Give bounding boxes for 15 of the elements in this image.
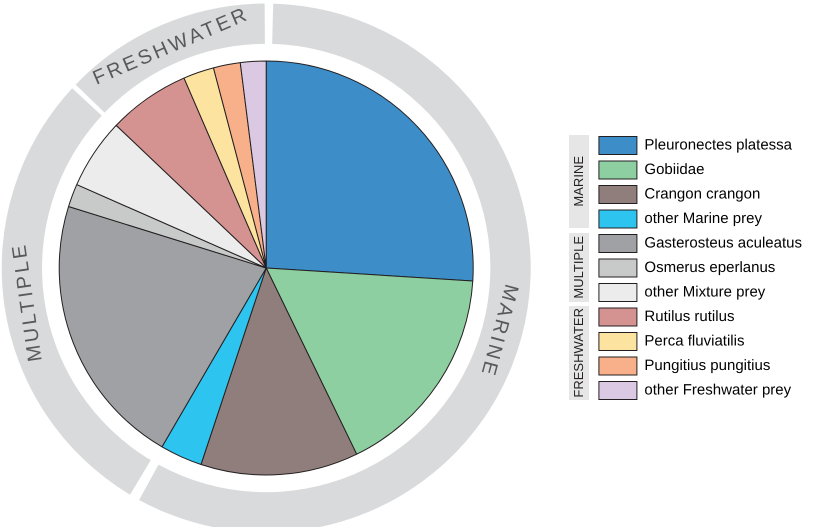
legend-label: Crangon crangon bbox=[644, 186, 760, 203]
legend-label: Gobiidae bbox=[644, 161, 704, 178]
legend-label: Pungitius pungitius bbox=[644, 357, 770, 374]
legend-label: Pleuronectes platessa bbox=[644, 136, 793, 154]
legend-label: other Marine prey bbox=[644, 210, 762, 228]
legend-label: Rutilus rutilus bbox=[644, 308, 734, 326]
legend-label: Osmerus eperlanus bbox=[644, 259, 776, 276]
legend-label: Gasterosteus aculeatus bbox=[644, 234, 802, 252]
legend-label: other Freshwater prey bbox=[644, 382, 792, 399]
slice-label: MARINE bbox=[571, 156, 586, 207]
legend-label: Perca fluviatilis bbox=[644, 332, 744, 350]
legend-label: other Mixture prey bbox=[644, 284, 766, 301]
slice-label: MULTIPLE bbox=[8, 240, 47, 364]
category-label: FRESHWATER bbox=[571, 308, 586, 398]
category-label: MULTIPLE bbox=[571, 236, 586, 298]
